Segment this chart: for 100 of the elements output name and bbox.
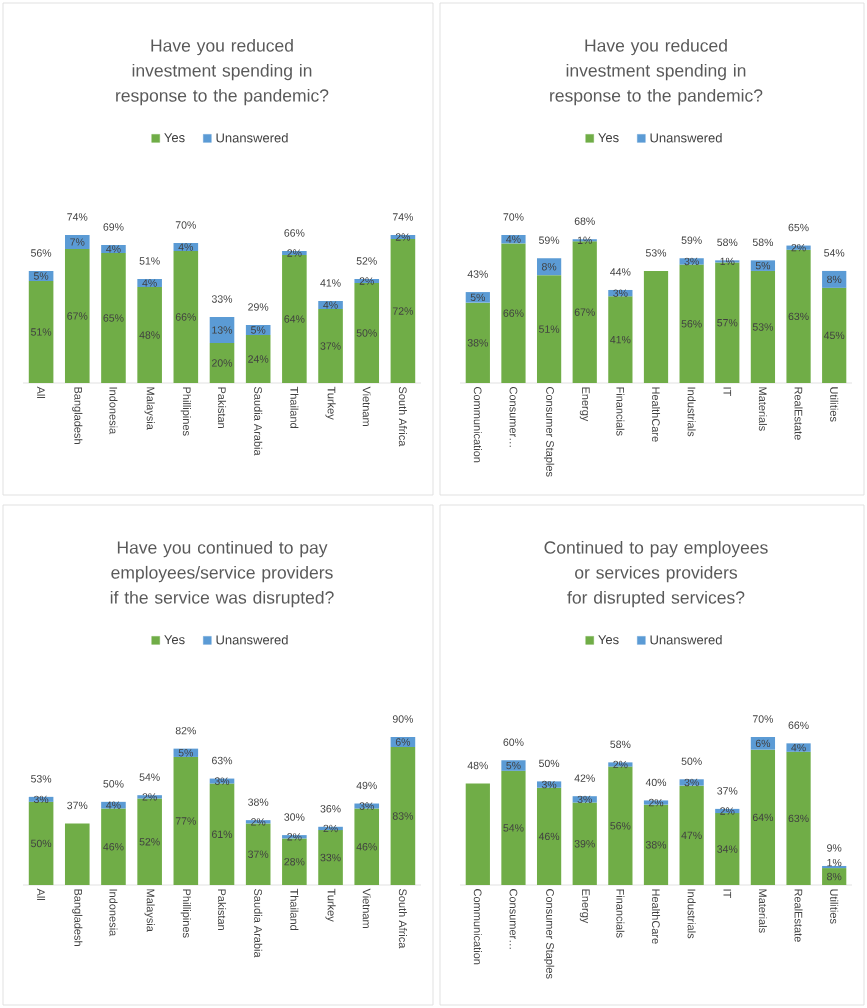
x-tick-label: Vietnam bbox=[362, 386, 371, 426]
total-label: 54% bbox=[824, 249, 845, 257]
bar bbox=[750, 270, 776, 383]
x-tick-label: Consumer… bbox=[509, 387, 518, 447]
total-label: 65% bbox=[788, 223, 809, 232]
x-tick-label: Bangladesh bbox=[72, 889, 83, 946]
x-tick-label: Energy bbox=[579, 889, 590, 924]
data-label: 45% bbox=[823, 331, 845, 340]
data-label: 47% bbox=[681, 831, 702, 839]
data-label: 4% bbox=[178, 243, 194, 251]
x-tick-label: Indonesia bbox=[109, 387, 118, 435]
data-label: 3% bbox=[684, 778, 699, 787]
data-label: 57% bbox=[717, 319, 738, 327]
bar bbox=[390, 746, 416, 885]
bar bbox=[750, 260, 776, 271]
data-label: 41% bbox=[610, 335, 631, 344]
total-label: 30% bbox=[284, 813, 305, 821]
x-tick-label: Saudia Arabia bbox=[254, 387, 263, 456]
total-label: 70% bbox=[175, 221, 196, 229]
data-label: 5% bbox=[470, 293, 486, 302]
data-label: 2% bbox=[287, 249, 302, 257]
data-label: 2% bbox=[791, 243, 806, 252]
data-label: 33% bbox=[320, 853, 341, 862]
data-label: 65% bbox=[103, 314, 124, 322]
x-tick-label: Pakistan bbox=[217, 387, 227, 428]
x-tick-label: All bbox=[37, 386, 46, 399]
bar bbox=[101, 252, 126, 383]
data-label: 24% bbox=[248, 355, 269, 363]
bar bbox=[465, 783, 490, 885]
chart-title: Have you reduced investment spending in response to the pandemic? bbox=[550, 38, 763, 106]
data-label: 38% bbox=[467, 339, 488, 347]
data-label: 2% bbox=[142, 793, 157, 801]
x-tick-label: Vietnam bbox=[362, 888, 371, 928]
x-tick-label: Malaysia bbox=[144, 889, 155, 932]
legend-label: Unanswered bbox=[650, 634, 722, 645]
data-label: 53% bbox=[752, 323, 774, 331]
data-label: 66% bbox=[503, 309, 524, 317]
total-label: 52% bbox=[356, 257, 377, 265]
x-tick-label: HealthCare bbox=[651, 387, 661, 442]
total-label: 90% bbox=[392, 715, 414, 723]
total-label: 29% bbox=[248, 303, 269, 311]
chart-title: Continued to pay employees or services providers for disrupted services? bbox=[544, 540, 768, 608]
bar bbox=[536, 258, 562, 276]
bar bbox=[643, 800, 669, 805]
data-label: 28% bbox=[284, 858, 305, 866]
x-tick-label: Thailand bbox=[290, 386, 299, 428]
bar bbox=[64, 248, 90, 383]
data-label: 13% bbox=[212, 326, 233, 334]
total-label: 74% bbox=[392, 213, 414, 221]
data-label: 34% bbox=[717, 845, 738, 853]
total-label: 59% bbox=[539, 236, 560, 244]
data-label: 8% bbox=[827, 275, 842, 284]
legend-label: Yes bbox=[598, 133, 619, 143]
data-label: 37% bbox=[248, 850, 269, 858]
data-label: 5% bbox=[178, 749, 194, 757]
total-label: 53% bbox=[645, 249, 667, 257]
x-tick-label: IT bbox=[723, 387, 732, 397]
bar bbox=[822, 270, 847, 288]
data-label: 37% bbox=[320, 342, 341, 350]
total-label: 58% bbox=[717, 238, 738, 247]
data-label: 83% bbox=[392, 812, 414, 820]
total-label: 56% bbox=[31, 249, 52, 257]
x-tick-label: Industrials bbox=[687, 889, 696, 939]
bar bbox=[209, 783, 235, 885]
total-label: 66% bbox=[788, 721, 809, 730]
total-label: 38% bbox=[248, 798, 269, 806]
x-tick-label: Energy bbox=[579, 387, 590, 422]
total-label: 50% bbox=[103, 780, 124, 788]
data-label: 3% bbox=[684, 257, 699, 266]
bar bbox=[572, 802, 597, 885]
data-label: 20% bbox=[212, 359, 233, 367]
data-label: 50% bbox=[356, 329, 377, 337]
legend-label: Unanswered bbox=[650, 132, 722, 143]
bar bbox=[137, 286, 162, 383]
bar bbox=[608, 762, 633, 767]
data-label: 63% bbox=[788, 814, 809, 823]
total-label: 74% bbox=[67, 213, 88, 221]
data-label: 46% bbox=[356, 843, 377, 851]
bar bbox=[786, 743, 811, 752]
data-label: 4% bbox=[506, 235, 521, 243]
total-label: 33% bbox=[211, 295, 233, 303]
bar bbox=[750, 749, 776, 885]
x-tick-label: Phillipines bbox=[180, 387, 191, 436]
total-label: 70% bbox=[503, 213, 524, 221]
x-tick-label: Turkey bbox=[325, 386, 336, 420]
legend-label: Yes bbox=[598, 635, 619, 645]
bar bbox=[501, 760, 526, 771]
data-label: 38% bbox=[645, 841, 667, 849]
x-tick-label: Materials bbox=[758, 387, 767, 431]
data-label: 5% bbox=[755, 261, 771, 270]
data-label: 46% bbox=[103, 843, 124, 851]
data-label: 61% bbox=[212, 830, 233, 838]
data-label: 66% bbox=[175, 313, 196, 321]
data-label: 5% bbox=[506, 761, 521, 770]
x-tick-label: Pakistan bbox=[217, 889, 227, 930]
data-label: 8% bbox=[541, 263, 557, 271]
data-label: 2% bbox=[613, 760, 628, 769]
data-label: 72% bbox=[392, 307, 414, 315]
total-label: 58% bbox=[610, 740, 631, 749]
bar bbox=[536, 275, 562, 383]
